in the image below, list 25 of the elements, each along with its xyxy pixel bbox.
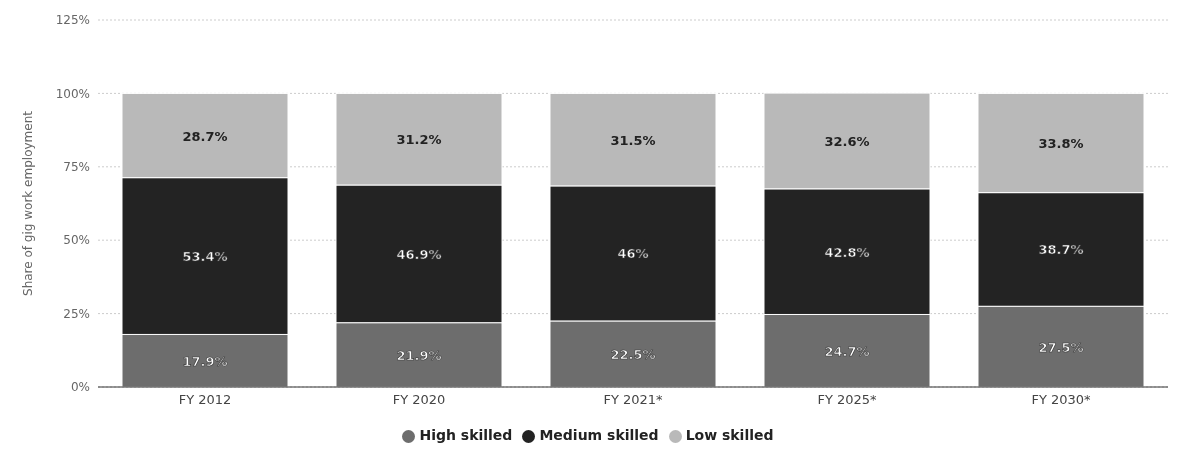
y-tick-label: 25% bbox=[63, 306, 90, 321]
x-tick-label: FY 2012 bbox=[178, 392, 232, 408]
y-axis-title: Share of gig work employment bbox=[21, 110, 36, 296]
y-tick-label: 100% bbox=[55, 86, 90, 101]
data-label: 28.7% bbox=[182, 128, 228, 144]
y-tick-label: 0% bbox=[70, 380, 90, 395]
data-label: 53.4% bbox=[182, 249, 228, 265]
y-tick-label: 75% bbox=[63, 160, 90, 175]
legend-label: Medium skilled bbox=[539, 427, 659, 443]
x-tick-label: FY 2025* bbox=[817, 392, 878, 408]
legend-label: Low skilled bbox=[685, 427, 774, 443]
legend-label: High skilled bbox=[419, 427, 513, 443]
x-tick-label: FY 2021* bbox=[603, 392, 664, 408]
data-label: 32.6% bbox=[824, 133, 870, 149]
data-label: 38.7% bbox=[1038, 242, 1084, 258]
y-tick-label: 50% bbox=[63, 233, 90, 248]
data-label: 46% bbox=[617, 246, 649, 262]
data-label: 31.5% bbox=[610, 132, 656, 148]
data-label: 33.8% bbox=[1038, 136, 1084, 152]
x-tick-label: FY 2030* bbox=[1031, 392, 1092, 408]
x-tick-label: FY 2020 bbox=[392, 392, 446, 408]
y-tick-label: 125% bbox=[55, 13, 90, 28]
data-label: 31.2% bbox=[396, 132, 442, 148]
data-label: 46.9% bbox=[396, 246, 442, 262]
data-label: 42.8% bbox=[824, 244, 870, 260]
